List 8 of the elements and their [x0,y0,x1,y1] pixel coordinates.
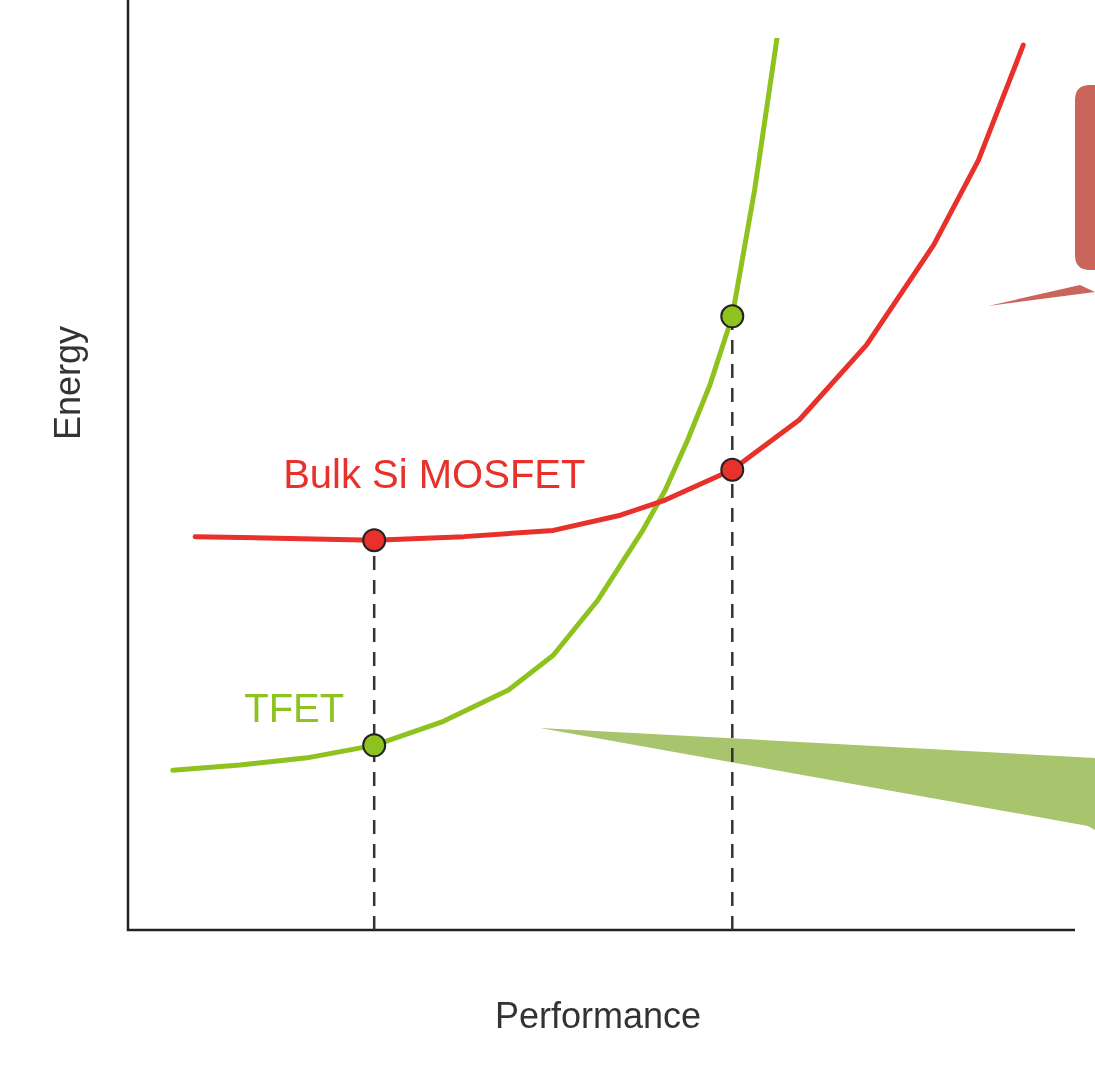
x-axis-title: Performance [494,994,702,1036]
point [362,733,387,758]
point [720,457,745,482]
series-label: TFET [244,686,345,731]
point [362,528,387,553]
point [720,304,745,329]
series-label: Bulk Si MOSFET [283,452,586,497]
y-axis-title: Energy [46,325,88,441]
